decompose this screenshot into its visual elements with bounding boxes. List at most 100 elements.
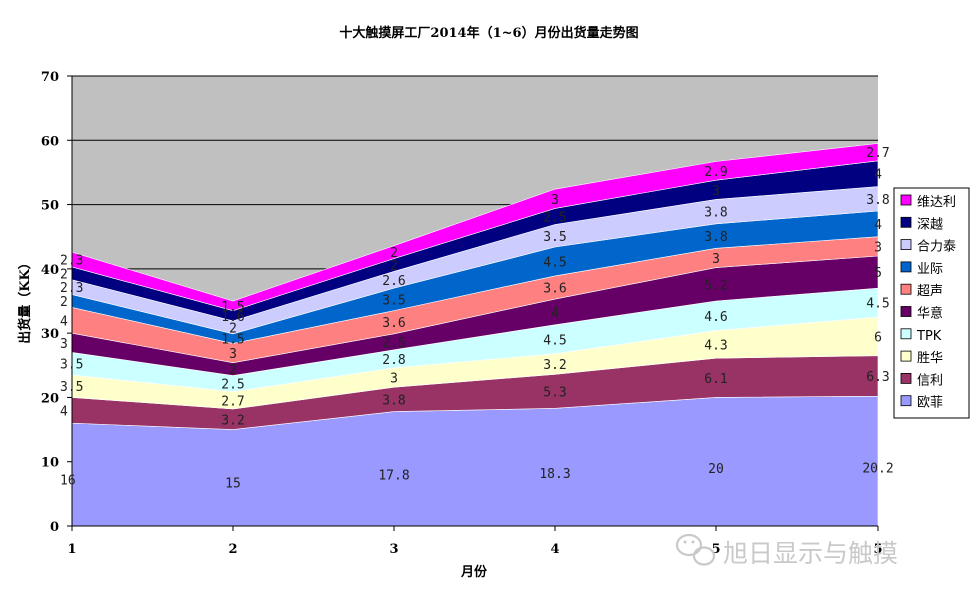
data-label: 3.8 xyxy=(704,230,727,245)
data-label: 2.3 xyxy=(60,281,83,296)
legend-swatch xyxy=(900,372,912,384)
legend-swatch xyxy=(900,395,912,407)
data-label: 3 xyxy=(874,240,882,255)
data-label: 3 xyxy=(390,372,398,387)
data-label: 2 xyxy=(60,267,68,282)
data-label: 3.5 xyxy=(60,358,83,373)
legend-swatch xyxy=(900,261,912,273)
data-label: 4 xyxy=(874,168,882,183)
legend-entry: 合力泰 xyxy=(917,240,956,255)
data-label: 20 xyxy=(708,462,724,477)
data-label: 18.3 xyxy=(539,467,570,482)
data-label: 6.1 xyxy=(704,372,727,387)
data-label: 1.5 xyxy=(221,333,244,348)
data-label: 20.2 xyxy=(862,462,893,477)
data-label: 1.6 xyxy=(221,310,244,325)
data-label: 3.8 xyxy=(704,206,727,221)
x-tick-label: 5 xyxy=(873,542,882,557)
data-label: 2.5 xyxy=(543,210,566,225)
y-tick-labels: 0 10 20 30 40 50 60 70 xyxy=(41,70,59,535)
x-tick-label: 1 xyxy=(67,542,76,557)
legend-swatch xyxy=(900,350,912,362)
legend-swatch xyxy=(900,328,912,340)
data-label: 2 xyxy=(390,259,398,274)
data-label: 3.6 xyxy=(382,316,405,331)
chart-title: 十大触摸屏工厂2014年（1~6）月份出货量走势图 xyxy=(339,25,638,41)
x-axis-label: 月份 xyxy=(460,564,488,580)
legend-entry: TPK xyxy=(916,329,942,344)
data-label: 15 xyxy=(225,477,241,492)
data-label: 4.5 xyxy=(543,333,566,348)
legend-swatch xyxy=(900,239,912,251)
data-label: 5.2 xyxy=(704,278,727,293)
data-label: 5.3 xyxy=(543,385,566,400)
legend-swatch xyxy=(900,216,912,228)
data-label: 3 xyxy=(712,252,720,267)
data-label: 2 xyxy=(390,246,398,261)
data-label: 4 xyxy=(60,314,68,329)
data-label: 3.2 xyxy=(543,358,566,373)
data-label: 2.7 xyxy=(866,146,889,161)
data-label: 17.8 xyxy=(378,469,409,484)
data-label: 2 xyxy=(60,295,68,310)
y-tick-label: 50 xyxy=(41,199,59,214)
y-axis-label: 出货量（KK） xyxy=(17,256,33,344)
data-labels: 16 15 17.8 18.3 20 20.2 4 3.2 3.8 5.3 6.1 6.3 3.5 2.7… xyxy=(60,146,894,491)
legend-entry: 信利 xyxy=(917,373,943,388)
data-label: 16 xyxy=(60,474,76,489)
stacked-areas xyxy=(71,143,879,527)
data-label: 1.5 xyxy=(221,300,244,315)
area-series-10 xyxy=(71,143,879,311)
legend-entry: 超声 xyxy=(917,284,943,299)
legend-entry: 华意 xyxy=(917,306,943,322)
data-label: 4 xyxy=(874,218,882,233)
data-label: 6.3 xyxy=(866,370,889,385)
data-label: 2.6 xyxy=(382,274,405,289)
data-label: 3.2 xyxy=(221,413,244,428)
legend-swatch xyxy=(900,283,912,295)
data-label: 3 xyxy=(551,193,559,208)
data-label: 3 xyxy=(229,347,237,362)
data-label: 2.5 xyxy=(382,336,405,351)
data-label: 4 xyxy=(60,404,68,419)
legend-entry: 维达利 xyxy=(917,195,956,210)
y-tick-label: 20 xyxy=(41,391,59,406)
data-label: 2.8 xyxy=(382,353,405,368)
axes xyxy=(67,75,879,531)
data-label: 3 xyxy=(712,184,720,199)
y-tick-label: 10 xyxy=(41,456,59,471)
y-tick-label: 70 xyxy=(41,70,59,85)
x-tick-label: 5 xyxy=(711,542,720,557)
data-label: 3.5 xyxy=(60,380,83,395)
watermark: 旭日显示与触摸 xyxy=(675,533,898,568)
data-label: 2.3 xyxy=(60,254,83,269)
legend-entry: 业际 xyxy=(917,262,943,277)
legend-entry: 欧菲 xyxy=(917,396,943,411)
data-label: 4.5 xyxy=(543,255,566,270)
data-label: 3.5 xyxy=(543,230,566,245)
y-tick-label: 40 xyxy=(41,263,59,278)
data-label: 2.7 xyxy=(221,394,244,409)
legend-swatch xyxy=(900,306,912,317)
wechat-icon xyxy=(675,533,716,566)
y-tick-label: 60 xyxy=(41,134,59,149)
x-tick-label: 2 xyxy=(228,542,237,557)
y-tick-label: 30 xyxy=(41,327,59,342)
data-label: 4 xyxy=(551,306,559,321)
legend-entry: 胜华 xyxy=(917,351,943,366)
data-label: 3 xyxy=(60,337,68,352)
data-label: 4.6 xyxy=(704,310,727,325)
data-label: 2 xyxy=(229,321,237,336)
x-tick-label: 4 xyxy=(550,542,559,557)
legend-entry: 深越 xyxy=(917,217,943,232)
data-label: 2.5 xyxy=(221,378,244,393)
data-label: 3.8 xyxy=(866,193,889,208)
data-label: 5 xyxy=(874,266,882,281)
data-label: 4.5 xyxy=(866,297,889,312)
data-label: 3.8 xyxy=(382,393,405,408)
data-label: 3.5 xyxy=(382,293,405,308)
x-tick-labels: 1 2 3 4 5 5 xyxy=(67,542,882,557)
x-tick-label: 3 xyxy=(389,542,398,557)
data-label: 4.3 xyxy=(704,338,727,353)
